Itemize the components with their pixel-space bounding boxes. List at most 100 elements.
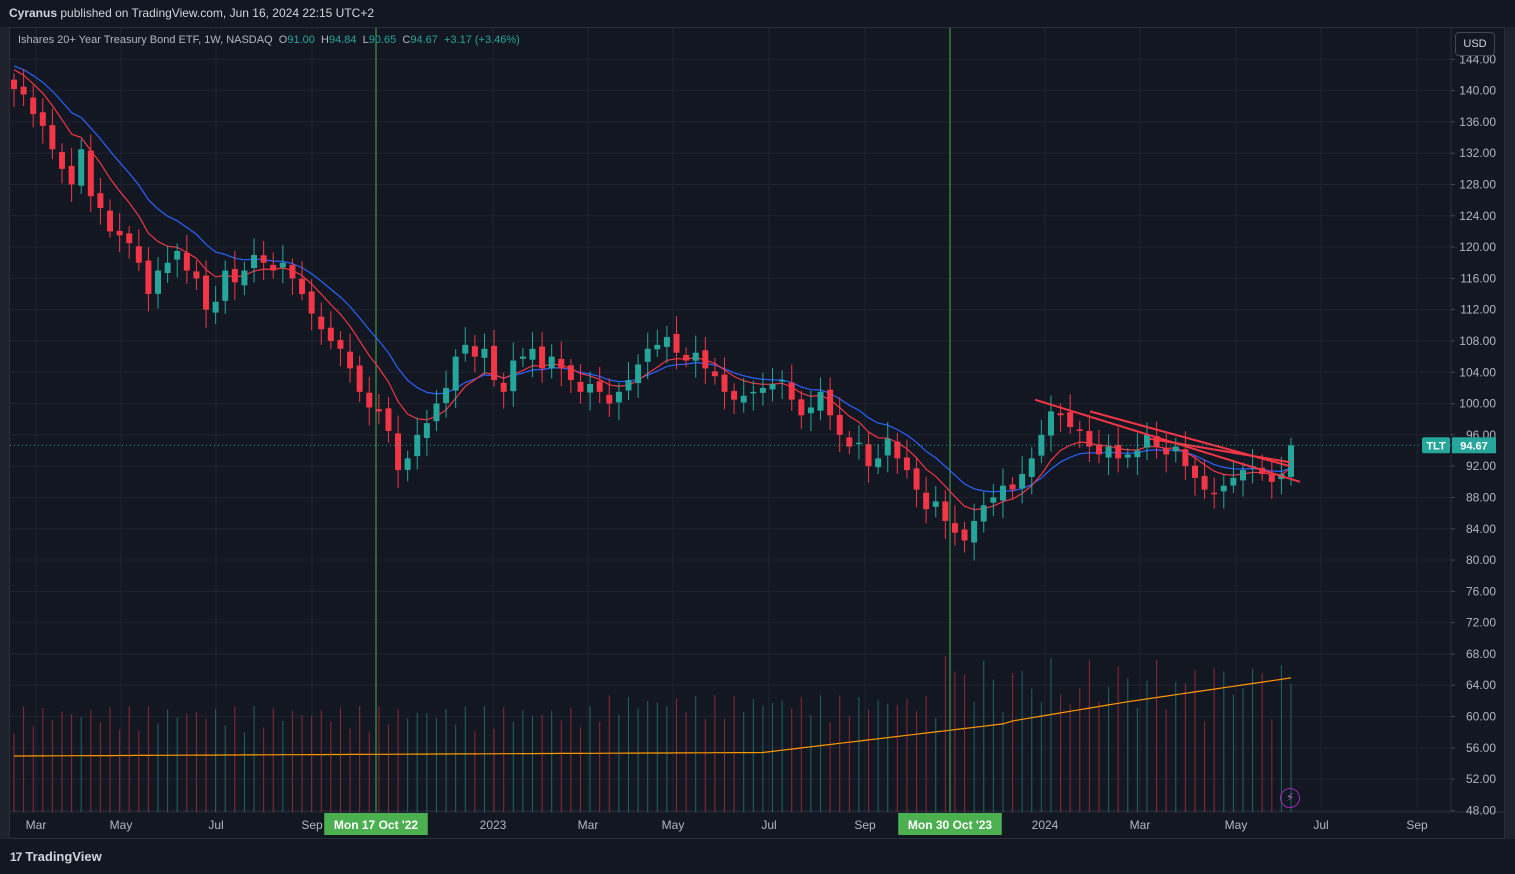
candle-body[interactable] bbox=[452, 356, 459, 391]
candle-body[interactable] bbox=[1095, 444, 1102, 455]
candle-body[interactable] bbox=[750, 391, 757, 394]
candle-body[interactable] bbox=[779, 380, 786, 382]
candle-body[interactable] bbox=[1076, 429, 1083, 431]
price-axis[interactable]: 48.00 52.00 56.00 60.00 64.00 68.00 72.00 76.00… bbox=[1451, 52, 1496, 817]
candle-body[interactable] bbox=[606, 394, 613, 404]
candle-body[interactable] bbox=[519, 356, 526, 359]
candle-body[interactable] bbox=[875, 458, 882, 468]
candle-body[interactable] bbox=[260, 255, 267, 263]
candle-body[interactable] bbox=[241, 270, 248, 286]
candle-body[interactable] bbox=[999, 485, 1006, 501]
candle-body[interactable] bbox=[375, 409, 382, 412]
candle-body[interactable] bbox=[683, 354, 690, 361]
candle-body[interactable] bbox=[567, 365, 574, 381]
candle-body[interactable] bbox=[462, 344, 469, 354]
candle-body[interactable] bbox=[1057, 413, 1064, 416]
candle-body[interactable] bbox=[385, 408, 392, 431]
candle-body[interactable] bbox=[231, 269, 238, 283]
candle-body[interactable] bbox=[1268, 474, 1275, 482]
candle-body[interactable] bbox=[1211, 492, 1218, 495]
candle-body[interactable] bbox=[1182, 449, 1189, 467]
candle-body[interactable] bbox=[414, 434, 421, 457]
candle-body[interactable] bbox=[251, 254, 258, 269]
candle-body[interactable] bbox=[596, 381, 603, 392]
candle-body[interactable] bbox=[1115, 444, 1122, 459]
candle-body[interactable] bbox=[1153, 436, 1160, 447]
candle-body[interactable] bbox=[654, 344, 661, 350]
time-axis[interactable]: Mar May Jul Sep Mon 17 Oct '22 2023 Mar May Jul S… bbox=[26, 813, 1428, 835]
candle-body[interactable] bbox=[894, 441, 901, 459]
candle-body[interactable] bbox=[1086, 430, 1093, 447]
candle-body[interactable] bbox=[59, 152, 66, 169]
candle-body[interactable] bbox=[961, 529, 968, 541]
candle-body[interactable] bbox=[299, 278, 306, 295]
candle-body[interactable] bbox=[711, 371, 718, 377]
candle-body[interactable] bbox=[212, 301, 219, 313]
candle-body[interactable] bbox=[174, 250, 181, 260]
candle-body[interactable] bbox=[481, 348, 488, 358]
candle-body[interactable] bbox=[903, 457, 910, 471]
candle-body[interactable] bbox=[587, 384, 594, 393]
candle-body[interactable] bbox=[1230, 477, 1237, 486]
candle-body[interactable] bbox=[366, 392, 373, 408]
candle-body[interactable] bbox=[337, 339, 344, 349]
candle-body[interactable] bbox=[222, 270, 229, 301]
candles[interactable] bbox=[11, 69, 1294, 561]
candle-body[interactable] bbox=[980, 505, 987, 522]
candle-body[interactable] bbox=[529, 348, 536, 360]
candle-body[interactable] bbox=[279, 262, 286, 268]
candle-body[interactable] bbox=[347, 351, 354, 369]
candle-body[interactable] bbox=[971, 520, 978, 543]
candle-body[interactable] bbox=[164, 262, 171, 274]
candle-body[interactable] bbox=[1143, 434, 1150, 448]
candle-body[interactable] bbox=[145, 260, 152, 295]
candle-body[interactable] bbox=[1201, 475, 1208, 490]
candle-body[interactable] bbox=[39, 112, 46, 126]
candle-body[interactable] bbox=[759, 387, 766, 393]
candle-body[interactable] bbox=[395, 433, 402, 471]
currency-button[interactable]: USD bbox=[1455, 32, 1495, 56]
candle-body[interactable] bbox=[423, 423, 430, 438]
candle-body[interactable] bbox=[155, 270, 162, 294]
trendline[interactable] bbox=[1149, 437, 1291, 464]
candle-body[interactable] bbox=[692, 352, 699, 361]
candle-body[interactable] bbox=[923, 492, 930, 510]
candle-body[interactable] bbox=[1047, 411, 1054, 436]
candle-body[interactable] bbox=[289, 264, 296, 279]
candle-body[interactable] bbox=[183, 252, 190, 271]
candle-body[interactable] bbox=[203, 275, 210, 310]
candle-body[interactable] bbox=[471, 346, 478, 357]
candle-body[interactable] bbox=[1134, 450, 1141, 458]
candle-body[interactable] bbox=[913, 468, 920, 490]
legend-symbol-name[interactable]: Ishares 20+ Year Treasury Bond ETF, 1W, … bbox=[18, 34, 273, 46]
candle-body[interactable] bbox=[30, 97, 37, 115]
candle-body[interactable] bbox=[1038, 434, 1045, 456]
candle-body[interactable] bbox=[990, 497, 997, 503]
candle-body[interactable] bbox=[702, 350, 709, 369]
candle-body[interactable] bbox=[1124, 454, 1131, 458]
candle-body[interactable] bbox=[855, 442, 862, 445]
candle-body[interactable] bbox=[663, 337, 670, 347]
candle-body[interactable] bbox=[193, 271, 200, 279]
candle-body[interactable] bbox=[644, 348, 651, 362]
symbol-badge[interactable] bbox=[1422, 437, 1450, 454]
candle-body[interactable] bbox=[942, 501, 949, 521]
candle-body[interactable] bbox=[318, 316, 325, 330]
candle-body[interactable] bbox=[951, 523, 958, 533]
candle-body[interactable] bbox=[884, 438, 891, 456]
candle-body[interactable] bbox=[1172, 446, 1179, 452]
candle-body[interactable] bbox=[1191, 465, 1198, 478]
candle-body[interactable] bbox=[615, 391, 622, 403]
candle-body[interactable] bbox=[932, 501, 939, 507]
time-marker-badge[interactable] bbox=[898, 813, 1002, 835]
candle-body[interactable] bbox=[1028, 458, 1035, 477]
candle-body[interactable] bbox=[1067, 412, 1074, 428]
candle-body[interactable] bbox=[807, 407, 814, 414]
candle-body[interactable] bbox=[1288, 445, 1294, 477]
candle-body[interactable] bbox=[308, 291, 315, 314]
candle-body[interactable] bbox=[510, 360, 517, 392]
candle-body[interactable] bbox=[740, 395, 747, 403]
candle-body[interactable] bbox=[11, 79, 17, 90]
candle-body[interactable] bbox=[836, 414, 843, 435]
